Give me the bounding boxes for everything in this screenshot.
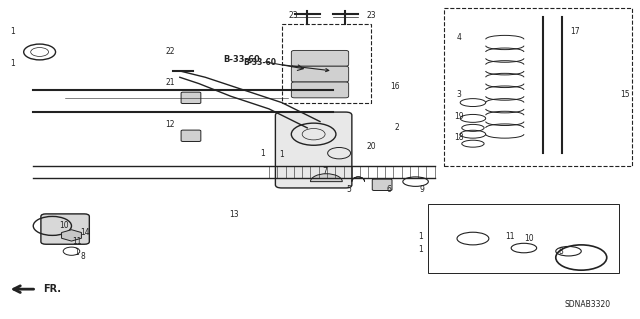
Text: 11: 11 [505, 232, 515, 241]
Text: 1: 1 [10, 27, 15, 36]
Text: 8: 8 [559, 247, 563, 256]
Text: B-33-60: B-33-60 [244, 58, 329, 72]
Text: 14: 14 [81, 228, 90, 237]
FancyBboxPatch shape [291, 66, 349, 82]
Text: 10: 10 [524, 234, 534, 243]
Text: 1: 1 [280, 150, 284, 159]
Text: 16: 16 [390, 82, 400, 91]
Text: 13: 13 [229, 210, 239, 219]
Text: 2: 2 [394, 123, 399, 132]
Text: 1: 1 [260, 149, 265, 158]
Text: 22: 22 [166, 48, 175, 56]
Text: 11: 11 [72, 237, 81, 246]
FancyBboxPatch shape [181, 130, 201, 141]
Text: 18: 18 [454, 133, 463, 143]
FancyBboxPatch shape [372, 179, 392, 190]
Text: SDNAB3320: SDNAB3320 [564, 300, 611, 309]
Bar [428, 204, 620, 273]
FancyBboxPatch shape [41, 214, 90, 244]
FancyBboxPatch shape [275, 112, 352, 188]
FancyBboxPatch shape [181, 92, 201, 104]
Bar [444, 8, 632, 166]
Text: 10: 10 [59, 221, 68, 230]
Text: 1: 1 [10, 59, 15, 68]
Text: 7: 7 [323, 167, 328, 176]
Text: 23: 23 [366, 11, 376, 20]
Text: 4: 4 [456, 33, 461, 42]
Text: 5: 5 [346, 185, 351, 194]
Bar [282, 24, 371, 103]
Text: 19: 19 [454, 112, 464, 121]
FancyBboxPatch shape [291, 82, 349, 98]
Text: 3: 3 [456, 90, 461, 99]
Wedge shape [310, 174, 342, 182]
Text: 12: 12 [166, 120, 175, 129]
Text: 23: 23 [289, 11, 298, 20]
Text: 6: 6 [387, 185, 391, 194]
Text: 20: 20 [366, 142, 376, 151]
Text: FR.: FR. [43, 284, 61, 294]
Text: 1: 1 [419, 232, 423, 241]
Text: 17: 17 [570, 27, 580, 36]
Text: 1: 1 [74, 248, 79, 257]
Text: 21: 21 [166, 78, 175, 86]
Text: B-33-60: B-33-60 [223, 56, 260, 64]
Text: 9: 9 [419, 185, 424, 194]
FancyBboxPatch shape [291, 50, 349, 66]
Text: 15: 15 [620, 90, 629, 99]
Text: 8: 8 [81, 252, 85, 261]
Text: 1: 1 [419, 245, 423, 254]
